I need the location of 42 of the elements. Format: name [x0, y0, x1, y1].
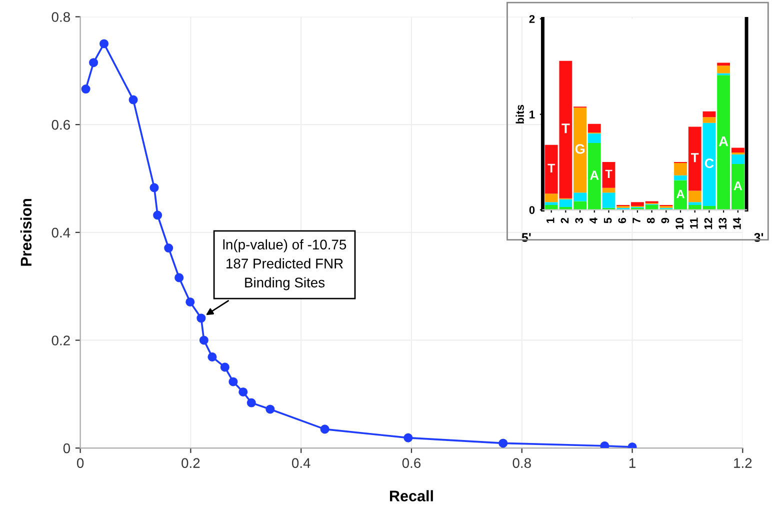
x-tick-label: 9	[661, 218, 670, 224]
series-label: T	[562, 124, 570, 134]
x-tick-label: 11	[690, 218, 698, 228]
x-tick-label: 13	[718, 218, 727, 230]
x-tick-label: 5	[604, 218, 612, 224]
series-label: G	[575, 144, 584, 154]
x-tick-label: 0.6	[402, 458, 421, 468]
x-tick-label: 8	[646, 218, 655, 224]
text: T	[605, 170, 612, 178]
y-tick-label: 0.2	[52, 336, 70, 346]
series-label: A	[718, 136, 728, 146]
x-tick-label: 6	[618, 218, 626, 224]
y-tick-label: 0	[63, 443, 70, 454]
text: A	[676, 190, 685, 198]
series-label: C	[704, 158, 714, 168]
x-tick-label: 3	[575, 218, 584, 224]
annotation: ln(p-value) of -10.75 187 Predicted FNR Binding Sites	[223, 239, 346, 290]
y-axis-title: Precision	[20, 198, 32, 266]
y-tick-label: 0.8	[52, 12, 70, 22]
text: T	[691, 153, 699, 162]
y-tick-label: 0	[529, 206, 535, 214]
text: A	[590, 170, 599, 180]
y-tick-label: 0.4	[52, 228, 70, 238]
x-tick-label: 0.4	[292, 458, 310, 468]
x-tick-label: 1.2	[734, 458, 752, 468]
x-tick-label: 1	[546, 218, 554, 223]
x-tick-label: 2	[560, 218, 569, 224]
x-tick-label: 7	[632, 218, 640, 224]
y-tick-label: 1	[530, 110, 535, 118]
text: T	[548, 164, 556, 172]
x-tick-label: 12	[704, 218, 712, 230]
text: A	[734, 182, 742, 190]
x-tick-label: 10	[676, 218, 684, 230]
x-tick-label: 4	[590, 218, 598, 224]
x-tick-label: 0	[76, 458, 84, 468]
x-tick-label: 1	[629, 458, 636, 468]
x-axis-title: Recall	[390, 490, 433, 502]
y-tick-label: 0.6	[52, 120, 70, 130]
x-tick-label: 0.2	[182, 458, 200, 468]
y-tick-label: 2	[529, 15, 535, 23]
y-axis-title: bits	[516, 104, 524, 124]
x-tick-label: 14	[733, 218, 741, 230]
